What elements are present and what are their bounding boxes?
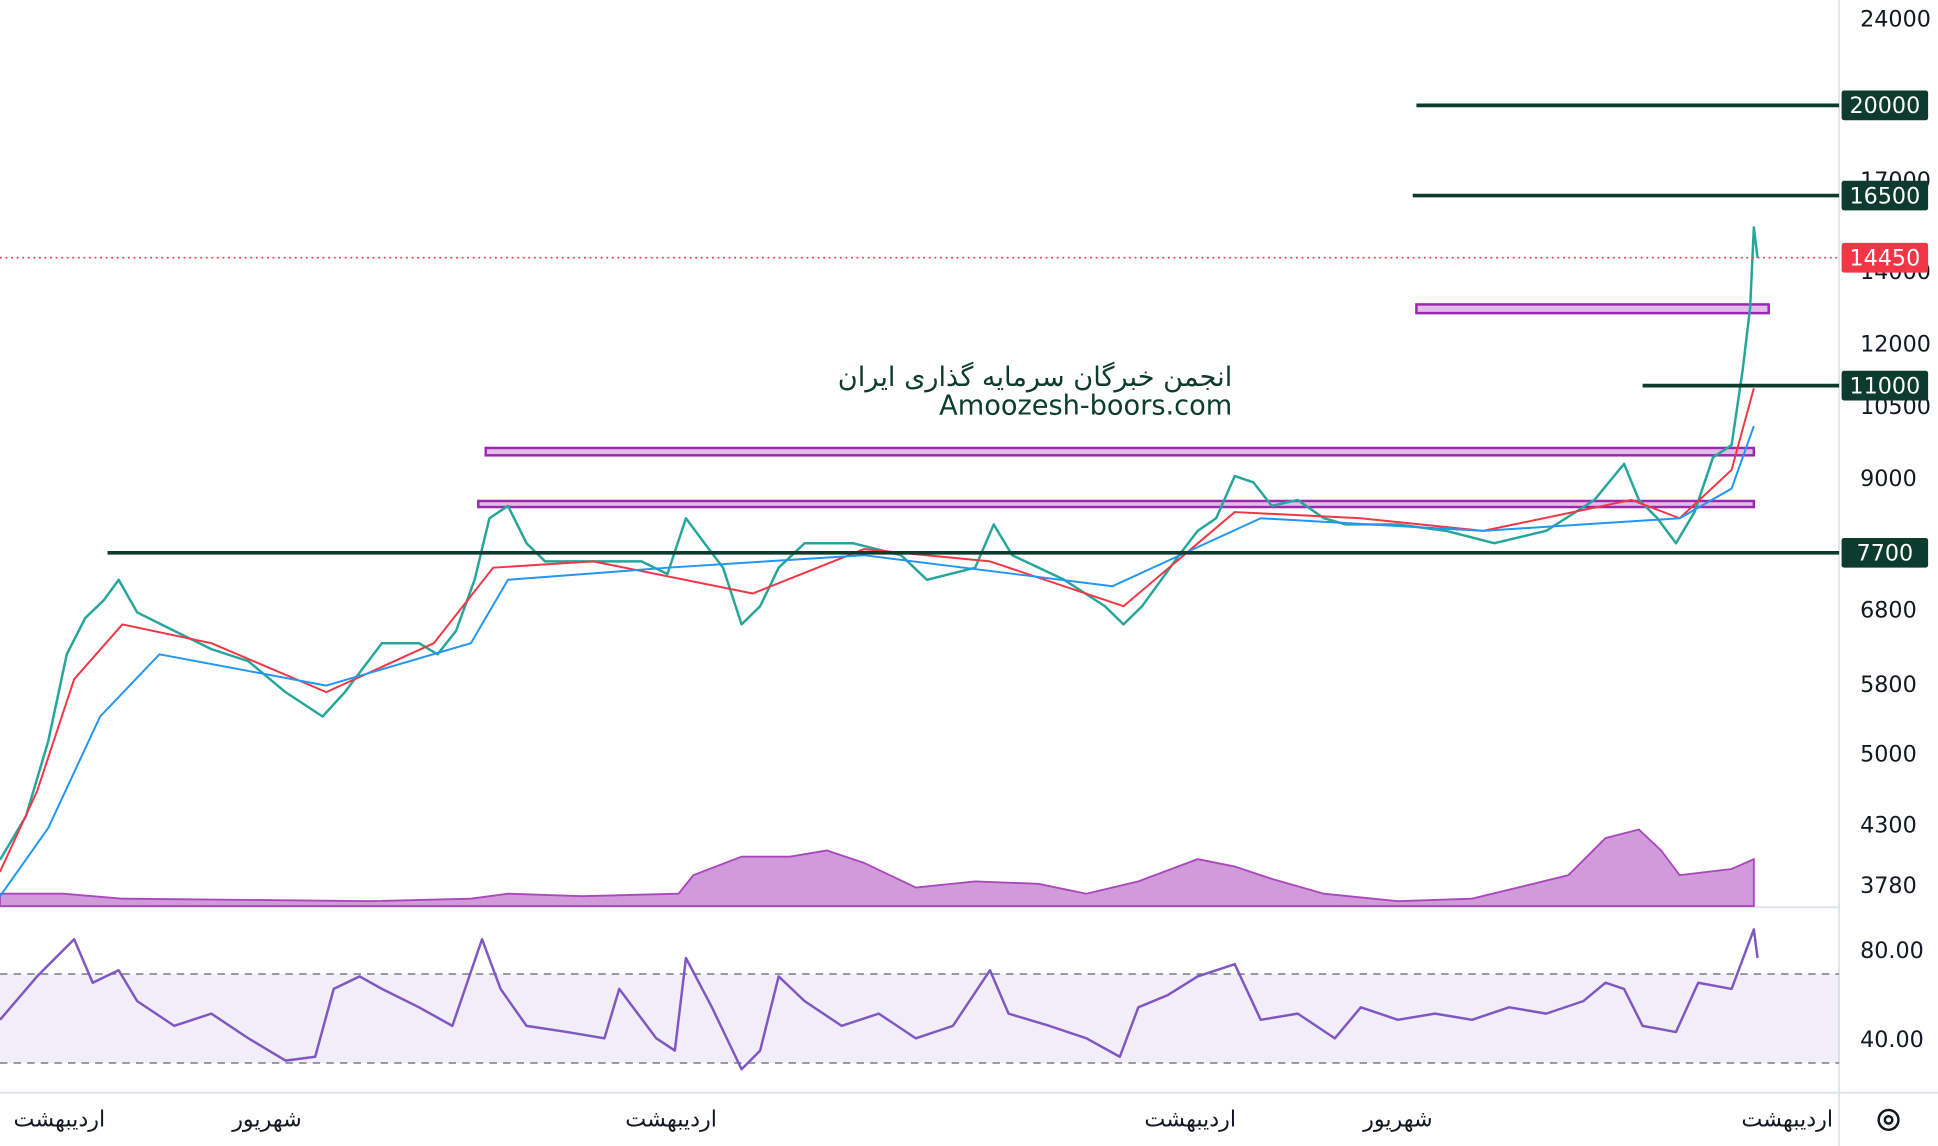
y-tick-label: 6800	[1860, 598, 1917, 624]
x-tick-label: شهریور	[1362, 1106, 1433, 1132]
x-tick-label: اردیبهشت	[625, 1106, 717, 1132]
series-line	[0, 928, 1759, 1071]
x-tick-label: اردیبهشت	[1144, 1106, 1236, 1132]
level-label: 16500	[1849, 183, 1920, 209]
y-tick-label: 3780	[1860, 873, 1917, 899]
watermark: Amoozesh-boors.com	[939, 390, 1232, 421]
gear[interactable]	[1877, 1108, 1900, 1132]
x-tick-label: اردیبهشت	[14, 1106, 106, 1132]
current-price-box	[1841, 242, 1929, 273]
level-label-box	[1841, 90, 1929, 121]
y-tick-label: 80.00	[1860, 938, 1924, 964]
y-tick-label: 12000	[1860, 331, 1931, 357]
level-label: 7700	[1857, 541, 1914, 567]
series-line	[0, 387, 1755, 873]
level-label-box	[1841, 180, 1929, 211]
x-tick-label: اردیبهشت	[1741, 1106, 1833, 1132]
y-tick-label: 40.00	[1860, 1027, 1924, 1053]
zone	[477, 499, 1756, 509]
gear-hub[interactable]	[1883, 1114, 1894, 1125]
series-line	[0, 226, 1759, 861]
y-tick-label: 24000	[1860, 6, 1931, 32]
level-label-box	[1841, 370, 1929, 401]
settings-icon[interactable]	[1877, 1108, 1900, 1132]
level-label-box	[1841, 537, 1929, 568]
watermark: انجمن خبرگان سرمایه گذاری ایران	[838, 361, 1232, 393]
y-tick-label: 5000	[1860, 742, 1917, 768]
volume-ma-area	[0, 828, 1755, 908]
series-line	[0, 425, 1755, 897]
x-tick-label: شهریور	[231, 1106, 302, 1132]
rsi-band	[0, 973, 1840, 1064]
y-tick-label: 5800	[1860, 672, 1917, 698]
zone	[1415, 303, 1770, 315]
current-price-label: 14450	[1849, 245, 1920, 271]
y-tick-label: 4300	[1860, 812, 1917, 838]
level-label: 20000	[1849, 93, 1920, 119]
zone	[484, 446, 1756, 457]
level-label: 11000	[1849, 373, 1920, 399]
y-tick-label: 9000	[1860, 466, 1917, 492]
